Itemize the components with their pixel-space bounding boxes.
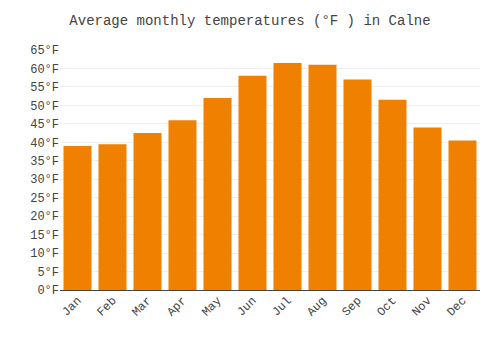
svg-text:Nov: Nov [409,294,434,319]
svg-text:40°F: 40°F [30,137,59,151]
svg-text:May: May [199,294,224,319]
svg-text:Feb: Feb [94,294,119,319]
svg-text:Jan: Jan [59,294,84,319]
svg-text:Oct: Oct [374,294,399,319]
svg-text:Aug: Aug [304,294,329,319]
svg-text:5°F: 5°F [37,266,59,280]
svg-text:20°F: 20°F [30,210,59,224]
svg-text:45°F: 45°F [30,118,59,132]
svg-text:25°F: 25°F [30,192,59,206]
svg-text:Mar: Mar [129,294,154,319]
svg-text:Jul: Jul [269,294,294,319]
svg-text:10°F: 10°F [30,247,59,261]
svg-text:55°F: 55°F [30,81,59,95]
svg-text:Apr: Apr [164,294,189,319]
svg-text:Dec: Dec [444,294,469,319]
svg-text:Jun: Jun [234,294,259,319]
svg-text:35°F: 35°F [30,155,59,169]
svg-text:Average monthly temperatures (: Average monthly temperatures (°F ) in Ca… [69,13,430,29]
svg-text:65°F: 65°F [30,44,59,58]
svg-text:60°F: 60°F [30,63,59,77]
svg-text:15°F: 15°F [30,229,59,243]
svg-text:50°F: 50°F [30,100,59,114]
svg-text:Sep: Sep [339,294,364,319]
svg-text:30°F: 30°F [30,173,59,187]
svg-text:0°F: 0°F [37,284,59,298]
